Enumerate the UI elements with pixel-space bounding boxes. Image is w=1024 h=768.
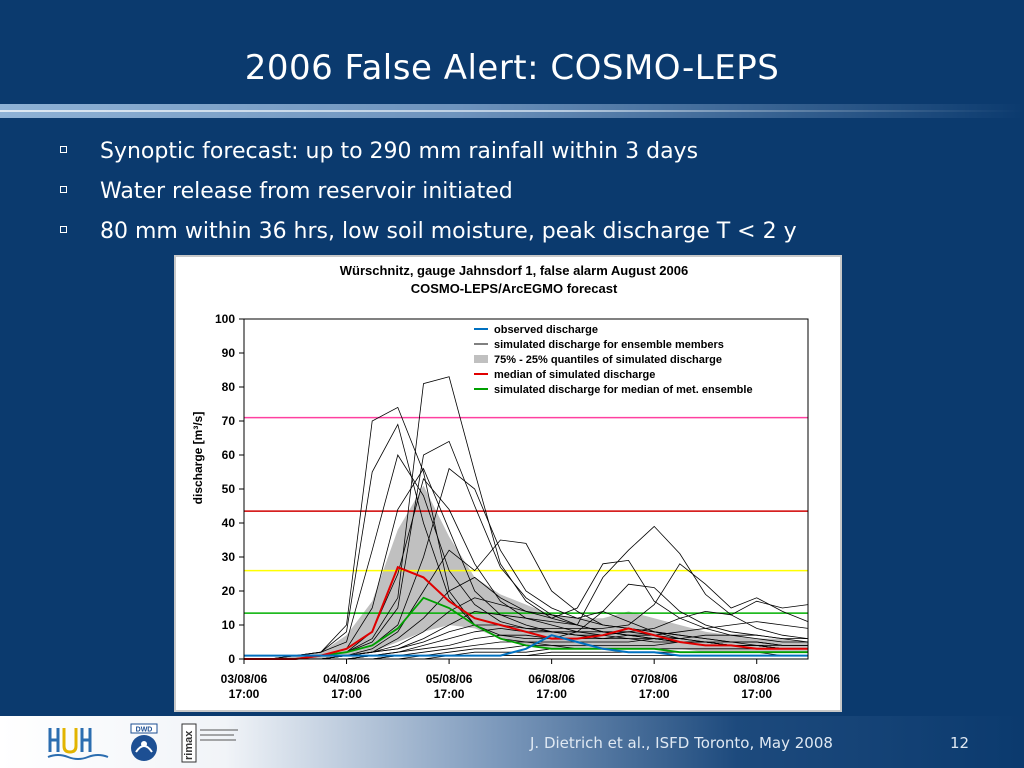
y-axis-label: discharge [m³/s] — [191, 412, 205, 505]
title-divider-line — [0, 110, 1024, 112]
x-tick-time: 17:00 — [639, 687, 670, 701]
rimax-logo-text: rimax — [183, 730, 195, 760]
x-tick-time: 17:00 — [229, 687, 260, 701]
dwd-logo-text: DWD — [136, 727, 153, 734]
x-tick-date: 04/08/06 — [323, 672, 370, 686]
discharge-chart: Würschnitz, gauge Jahnsdorf 1, false ala… — [191, 263, 809, 701]
x-tick-date: 07/08/06 — [631, 672, 678, 686]
bullet-marker-icon — [60, 146, 67, 153]
y-tick-label: 80 — [222, 380, 236, 394]
bullet-text: 80 mm within 36 hrs, low soil moisture, … — [100, 219, 797, 244]
hydrology-institute-logo — [47, 728, 109, 760]
bullet-marker-icon — [60, 186, 67, 193]
plot-area: 010203040506070809010003/08/0617:0004/08… — [215, 312, 809, 701]
legend-swatch-quantile-band — [474, 355, 488, 363]
y-tick-label: 30 — [222, 550, 236, 564]
y-tick-label: 50 — [222, 482, 236, 496]
bullet-item: 80 mm within 36 hrs, low soil moisture, … — [58, 212, 998, 252]
x-tick-time: 17:00 — [331, 687, 362, 701]
quantile-band — [244, 485, 808, 659]
bullet-text: Synoptic forecast: up to 290 mm rainfall… — [100, 139, 699, 164]
median-line — [244, 565, 808, 660]
y-tick-label: 10 — [222, 618, 236, 632]
y-tick-label: 90 — [222, 346, 236, 360]
x-tick-time: 17:00 — [434, 687, 465, 701]
legend-label: simulated discharge for ensemble members — [494, 339, 724, 351]
observed-line — [244, 634, 808, 657]
met-median-line — [244, 596, 808, 660]
chart-legend: observed discharge simulated discharge fo… — [474, 324, 753, 396]
chart-subtitle: COSMO-LEPS/ArcEGMO forecast — [411, 281, 618, 296]
y-tick-label: 70 — [222, 414, 236, 428]
bullet-marker-icon — [60, 226, 67, 233]
rimax-logo: rimax — [181, 723, 238, 763]
footer-bar — [0, 716, 1024, 768]
legend-label: observed discharge — [494, 324, 598, 336]
chart-title: Würschnitz, gauge Jahnsdorf 1, false ala… — [340, 263, 688, 278]
y-tick-label: 60 — [222, 448, 236, 462]
x-tick-time: 17:00 — [536, 687, 567, 701]
dwd-logo: DWD — [130, 723, 158, 761]
slide-title: 2006 False Alert: COSMO-LEPS — [244, 48, 780, 88]
x-tick-date: 03/08/06 — [221, 672, 268, 686]
legend-label: simulated discharge for median of met. e… — [494, 384, 753, 396]
y-tick-label: 0 — [228, 652, 235, 666]
x-tick-time: 17:00 — [741, 687, 772, 701]
x-tick-date: 05/08/06 — [426, 672, 473, 686]
legend-label: 75% - 25% quantiles of simulated dischar… — [494, 354, 722, 366]
bullet-item: Synoptic forecast: up to 290 mm rainfall… — [58, 132, 998, 172]
page-number: 12 — [950, 734, 970, 752]
x-tick-date: 06/08/06 — [528, 672, 575, 686]
ensemble-member-line — [244, 563, 809, 660]
bullet-item: Water release from reservoir initiated — [58, 172, 998, 212]
y-tick-label: 100 — [215, 312, 235, 326]
bullet-text: Water release from reservoir initiated — [100, 179, 513, 204]
y-tick-label: 20 — [222, 584, 236, 598]
chart-panel: Würschnitz, gauge Jahnsdorf 1, false ala… — [174, 255, 842, 712]
footer-citation: J. Dietrich et al., ISFD Toronto, May 20… — [530, 734, 833, 752]
y-tick-label: 40 — [222, 516, 236, 530]
x-tick-date: 08/08/06 — [733, 672, 780, 686]
legend-label: median of simulated discharge — [494, 369, 655, 381]
bullet-list: Synoptic forecast: up to 290 mm rainfall… — [58, 132, 998, 252]
